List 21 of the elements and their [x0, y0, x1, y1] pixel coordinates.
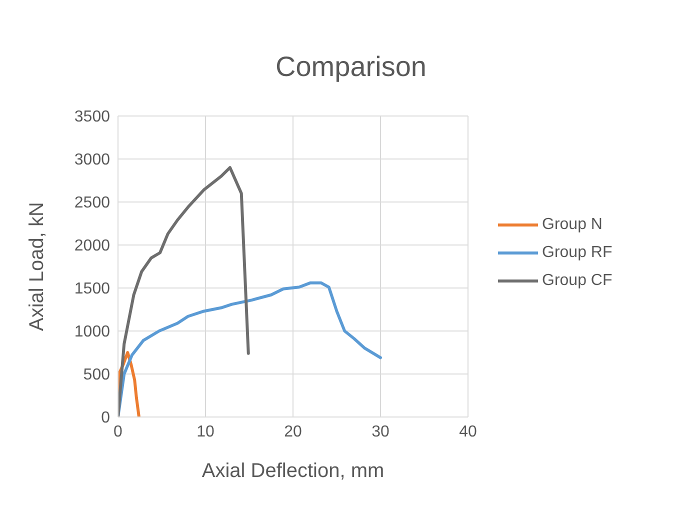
- y-tick-label: 1000: [74, 324, 110, 341]
- x-tick-label: 0: [114, 423, 123, 440]
- x-tick-label: 30: [372, 423, 390, 440]
- y-tick-label: 0: [101, 410, 110, 427]
- y-tick-label: 2000: [74, 238, 110, 255]
- line-series: [118, 281, 382, 417]
- y-tick-label: 2500: [74, 194, 110, 212]
- y-tick-label: 3000: [74, 152, 110, 169]
- y-axis-title: Axial Load, kN: [26, 202, 48, 331]
- line-series: [118, 166, 250, 417]
- y-tick-label: 3500: [74, 108, 110, 126]
- x-tick-label: 20: [284, 423, 302, 440]
- x-tick-label: 10: [196, 423, 214, 440]
- y-tick-label: 1500: [74, 280, 110, 298]
- x-axis-title: Axial Deflection, mm: [202, 460, 384, 482]
- legend-label: Group RF: [542, 244, 612, 262]
- legend-label: Group CF: [542, 272, 612, 290]
- y-tick-label: 500: [83, 366, 110, 384]
- chart-title: Comparison: [276, 51, 426, 82]
- x-tick-label: 40: [459, 423, 477, 440]
- legend-label: Group N: [542, 216, 602, 234]
